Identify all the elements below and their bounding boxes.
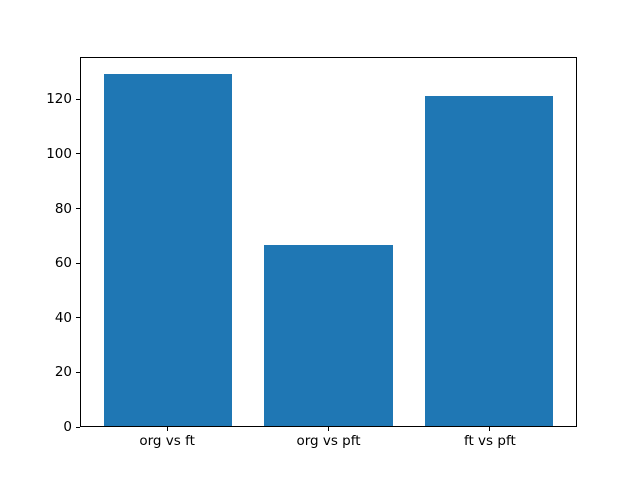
- bar-org-vs-pft: [264, 244, 393, 426]
- y-tick-mark: [76, 153, 80, 155]
- x-tick-label-org-vs-ft: org vs ft: [139, 433, 195, 449]
- y-tick-mark: [76, 262, 80, 264]
- y-tick-mark: [76, 371, 80, 373]
- x-tick-mark: [328, 427, 329, 431]
- bar-org-vs-ft: [103, 74, 233, 426]
- y-tick-label: 100: [46, 145, 72, 162]
- y-tick-label: 40: [54, 309, 72, 326]
- x-tick-label-org-vs-pft: org vs pft: [296, 433, 361, 449]
- y-tick-label: 120: [46, 91, 72, 108]
- y-tick-mark: [76, 98, 80, 100]
- y-tick-mark: [76, 208, 80, 210]
- y-tick-label: 60: [54, 255, 72, 272]
- x-tick-mark: [489, 427, 491, 431]
- y-tick-mark: [76, 317, 80, 319]
- y-tick-label: 0: [63, 419, 72, 435]
- y-tick-label: 80: [54, 200, 72, 217]
- y-tick-label: 20: [54, 364, 72, 381]
- x-tick-mark: [166, 427, 168, 431]
- y-tick-mark: [76, 426, 80, 428]
- x-tick-label-ft-vs-pft: ft vs pft: [463, 433, 516, 449]
- plot-area: [80, 57, 577, 427]
- bar-ft-vs-pft: [424, 96, 554, 426]
